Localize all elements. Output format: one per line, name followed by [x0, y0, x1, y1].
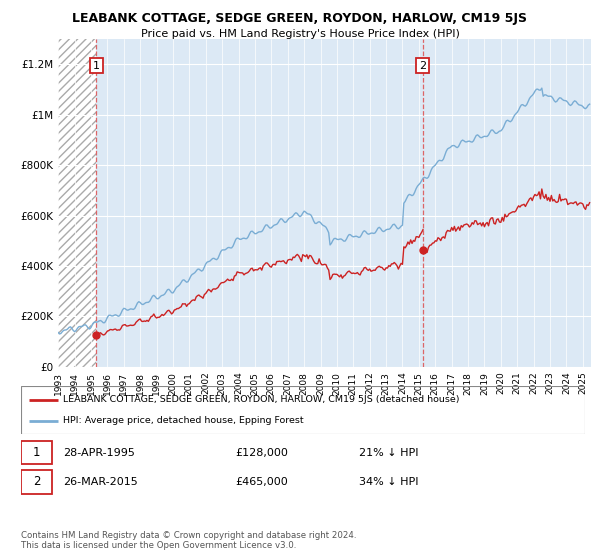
Text: £465,000: £465,000 — [235, 477, 288, 487]
Text: 21% ↓ HPI: 21% ↓ HPI — [359, 448, 419, 458]
Text: 28-APR-1995: 28-APR-1995 — [64, 448, 135, 458]
Text: 34% ↓ HPI: 34% ↓ HPI — [359, 477, 419, 487]
Text: 1: 1 — [93, 60, 100, 71]
Bar — [21, 441, 52, 464]
Text: 1: 1 — [33, 446, 40, 459]
Text: Contains HM Land Registry data © Crown copyright and database right 2024.
This d: Contains HM Land Registry data © Crown c… — [21, 531, 356, 550]
Text: 2: 2 — [33, 475, 40, 488]
Text: LEABANK COTTAGE, SEDGE GREEN, ROYDON, HARLOW, CM19 5JS (detached house): LEABANK COTTAGE, SEDGE GREEN, ROYDON, HA… — [64, 395, 460, 404]
Text: 26-MAR-2015: 26-MAR-2015 — [64, 477, 138, 487]
Text: Price paid vs. HM Land Registry's House Price Index (HPI): Price paid vs. HM Land Registry's House … — [140, 29, 460, 39]
Bar — [58, 39, 96, 367]
Text: £128,000: £128,000 — [235, 448, 288, 458]
Text: 2: 2 — [419, 60, 426, 71]
Text: HPI: Average price, detached house, Epping Forest: HPI: Average price, detached house, Eppi… — [64, 416, 304, 425]
Text: LEABANK COTTAGE, SEDGE GREEN, ROYDON, HARLOW, CM19 5JS: LEABANK COTTAGE, SEDGE GREEN, ROYDON, HA… — [73, 12, 527, 25]
Bar — [21, 470, 52, 493]
